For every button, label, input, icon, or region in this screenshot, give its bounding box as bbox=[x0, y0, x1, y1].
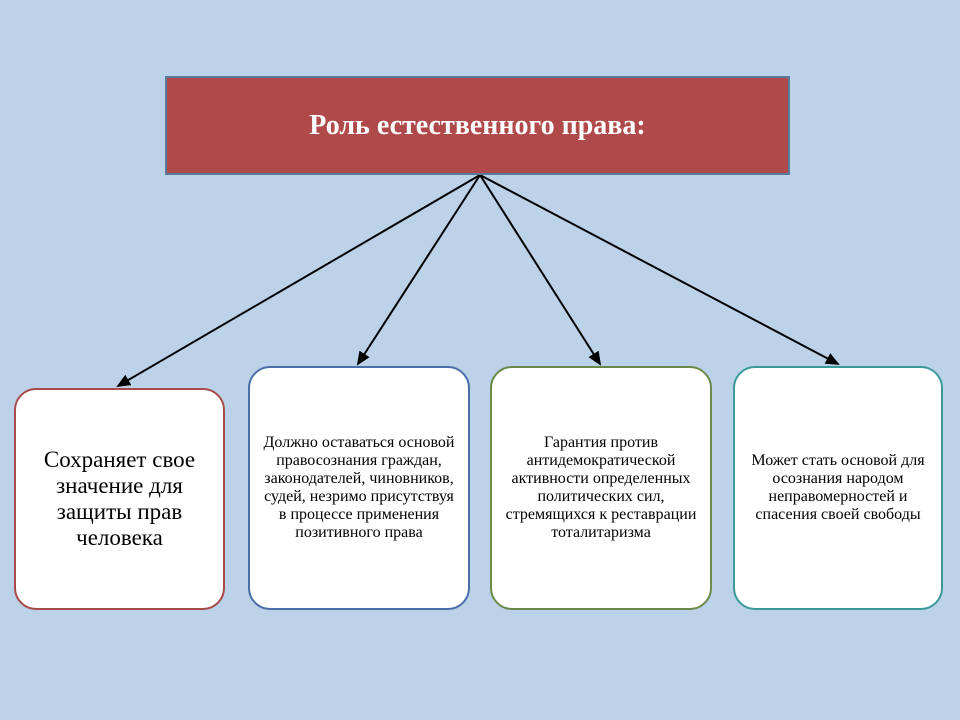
child-box-4: Может стать основой для осознания народо… bbox=[733, 366, 943, 610]
arrow-1 bbox=[118, 175, 480, 386]
child-box-3: Гарантия против антидемократической акти… bbox=[490, 366, 712, 610]
child-box-2: Должно оставаться основой правосознания … bbox=[248, 366, 470, 610]
arrow-2 bbox=[358, 175, 480, 364]
arrow-4 bbox=[480, 175, 838, 364]
title-box: Роль естественного права: bbox=[165, 76, 790, 175]
title-text: Роль естественного права: bbox=[309, 110, 645, 142]
child-text-3: Гарантия против антидемократической акти… bbox=[502, 434, 700, 542]
arrow-3 bbox=[480, 175, 600, 364]
child-text-2: Должно оставаться основой правосознания … bbox=[260, 434, 458, 542]
child-text-4: Может стать основой для осознания народо… bbox=[745, 452, 931, 524]
child-text-1: Сохраняет свое значение для защиты прав … bbox=[26, 447, 213, 551]
child-box-1: Сохраняет свое значение для защиты прав … bbox=[14, 388, 225, 610]
